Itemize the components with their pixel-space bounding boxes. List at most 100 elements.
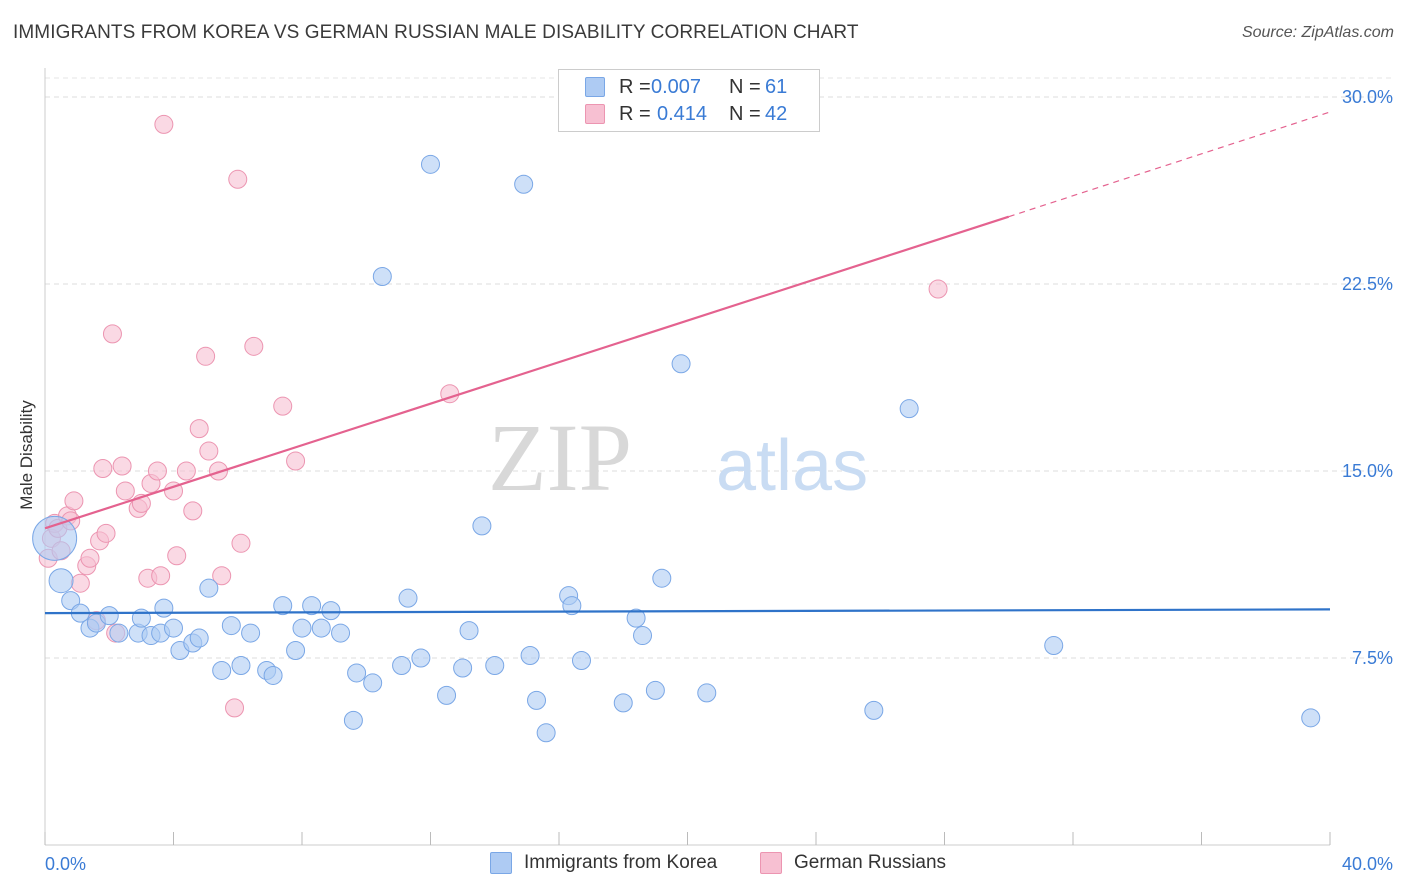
trend-line-pink-extension <box>1008 111 1331 218</box>
point-pink-23 <box>147 461 167 481</box>
point-blue-59 <box>899 399 919 419</box>
x-tick-label-1: 40.0% <box>1342 854 1393 874</box>
bottom-legend-label-german-russians: German Russians <box>794 852 947 873</box>
point-blue-13 <box>164 618 183 638</box>
point-blue-60 <box>1044 636 1064 656</box>
point-blue-23 <box>263 665 283 685</box>
point-pink-42 <box>928 279 948 299</box>
point-pink-38 <box>244 336 264 356</box>
chart-title: IMMIGRANTS FROM KOREA VS GERMAN RUSSIAN … <box>13 22 859 43</box>
point-blue-0 <box>32 515 78 561</box>
stats-legend: R = 0.007 N = 61 R = 0.414 N = 42 <box>558 69 820 132</box>
bottom-legend-swatch-korea <box>490 852 512 874</box>
point-blue-47 <box>536 723 556 743</box>
point-blue-55 <box>652 568 672 588</box>
gridlines <box>45 77 1395 659</box>
point-pink-28 <box>176 461 196 481</box>
point-blue-6 <box>99 606 119 626</box>
point-pink-36 <box>228 169 248 189</box>
point-blue-18 <box>212 660 232 680</box>
point-pink-7 <box>64 491 84 511</box>
point-blue-24 <box>273 596 293 616</box>
point-blue-61 <box>1301 708 1321 728</box>
bottom-legend-korea: Immigrants from Korea <box>490 852 717 874</box>
point-blue-42 <box>472 516 492 536</box>
point-blue-34 <box>372 267 392 287</box>
point-blue-58 <box>864 700 884 720</box>
legend-swatch-korea <box>585 77 605 97</box>
y-tick-label-3: 30.0% <box>1342 87 1393 107</box>
point-blue-40 <box>453 658 473 678</box>
point-blue-21 <box>241 623 261 643</box>
series-immigrants-from-korea <box>32 154 1321 743</box>
trend-lines <box>44 111 1331 615</box>
point-blue-38 <box>421 154 440 174</box>
point-pink-17 <box>112 456 132 476</box>
point-pink-27 <box>167 546 187 566</box>
source-label: Source: ZipAtlas.com <box>1241 24 1394 41</box>
point-blue-50 <box>571 650 591 670</box>
watermark-zip: ZIP <box>488 404 632 511</box>
legend-swatch-german-russians <box>585 104 605 124</box>
point-blue-27 <box>302 596 322 616</box>
point-pink-32 <box>199 441 219 461</box>
axes <box>44 68 1331 846</box>
point-pink-25 <box>154 114 174 134</box>
legend-r-label: R = <box>619 102 651 125</box>
point-pink-30 <box>189 419 209 439</box>
point-blue-33 <box>363 673 383 693</box>
point-pink-40 <box>286 451 306 471</box>
point-pink-8 <box>70 573 90 593</box>
point-blue-30 <box>331 623 351 643</box>
point-blue-32 <box>347 663 367 683</box>
bottom-legend-german-russians: German Russians <box>760 852 946 874</box>
point-blue-45 <box>520 646 540 666</box>
point-blue-25 <box>286 641 306 661</box>
point-blue-57 <box>697 683 717 703</box>
point-pink-24 <box>151 566 171 586</box>
legend-n-value-german-russians: 42 <box>765 102 788 125</box>
bottom-legend-swatch-german-russians <box>760 852 782 874</box>
trend-line-pink <box>44 215 1010 530</box>
point-blue-37 <box>411 648 431 668</box>
point-blue-17 <box>199 578 219 598</box>
tick-labels: 7.5% 15.0% 22.5% 30.0% 0.0% 40.0% <box>45 87 1393 874</box>
point-pink-34 <box>212 566 232 586</box>
x-tick-label-0: 0.0% <box>45 854 86 874</box>
point-blue-41 <box>459 621 479 641</box>
y-axis-label: Male Disability <box>17 400 36 510</box>
watermark: ZIP atlas <box>488 404 868 511</box>
point-blue-39 <box>437 685 457 705</box>
point-pink-37 <box>231 533 251 553</box>
point-pink-10 <box>80 548 100 568</box>
point-pink-29 <box>183 501 203 521</box>
y-tick-label-0: 7.5% <box>1352 648 1393 668</box>
point-pink-33 <box>208 461 228 481</box>
point-blue-51 <box>613 693 633 713</box>
watermark-atlas: atlas <box>716 426 868 506</box>
point-blue-19 <box>221 616 241 636</box>
point-blue-35 <box>392 655 412 675</box>
point-pink-14 <box>96 523 116 543</box>
point-blue-53 <box>633 626 653 646</box>
point-pink-31 <box>196 346 216 366</box>
point-pink-15 <box>102 324 122 344</box>
legend-r-value-german-russians: 0.414 <box>657 102 708 125</box>
point-blue-28 <box>311 618 331 638</box>
point-blue-54 <box>645 680 665 700</box>
point-blue-29 <box>321 601 341 621</box>
point-blue-46 <box>527 690 547 710</box>
point-blue-44 <box>514 174 534 194</box>
point-blue-20 <box>231 655 251 675</box>
legend-n-label: N = <box>729 102 761 125</box>
point-blue-16 <box>189 628 209 648</box>
point-pink-13 <box>93 459 113 479</box>
y-tick-label-2: 22.5% <box>1342 274 1393 294</box>
point-pink-18 <box>115 481 135 501</box>
legend-n-value-korea: 61 <box>765 75 788 98</box>
point-blue-26 <box>292 618 312 638</box>
point-pink-39 <box>273 396 293 416</box>
y-tick-label-1: 15.0% <box>1342 461 1393 481</box>
point-blue-49 <box>562 596 582 616</box>
